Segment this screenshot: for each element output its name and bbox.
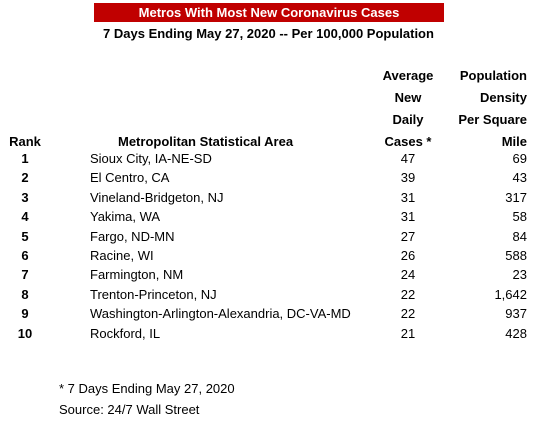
cell: 588 <box>505 248 527 263</box>
column-header: Mile <box>501 134 527 149</box>
cell: 10 <box>17 325 33 341</box>
column-header: Per Square <box>458 112 527 127</box>
cell: 5 <box>21 228 29 244</box>
cell: Racine, WI <box>90 248 154 263</box>
cell: 31 <box>400 189 416 205</box>
footnote: * 7 Days Ending May 27, 2020 <box>59 381 235 396</box>
cell: Yakima, WA <box>90 209 161 225</box>
cell: Washington-Arlington-Alexandria, DC-VA-M… <box>90 306 351 322</box>
column-header: Rank <box>9 134 41 149</box>
cell: 27 <box>400 228 416 244</box>
cell: Sioux City, IA-NE-SD <box>90 151 212 166</box>
cell: 43 <box>512 170 527 186</box>
cell: Fargo, ND-MN <box>90 228 175 244</box>
column-header: Metropolitan Statistical Area <box>118 134 294 149</box>
footnote: Source: 24/7 Wall Street <box>59 402 200 417</box>
cell: 24 <box>400 267 416 283</box>
cell: 937 <box>505 306 527 322</box>
cell: 21 <box>400 325 416 341</box>
column-header: Density <box>480 90 527 105</box>
subtitle: 7 Days Ending May 27, 2020 -- Per 100,00… <box>103 26 434 41</box>
cell: 9 <box>21 306 29 322</box>
cell: 1,642 <box>494 286 527 302</box>
title: Metros With Most New Coronavirus Cases <box>94 3 444 22</box>
cell: 39 <box>400 170 416 186</box>
column-header: Cases * <box>384 134 432 149</box>
cell: 69 <box>512 151 527 166</box>
cell: 1 <box>21 151 29 166</box>
cell: Vineland-Bridgeton, NJ <box>90 189 224 205</box>
column-header: Daily <box>392 112 424 127</box>
cell: 22 <box>400 306 416 322</box>
cell: 58 <box>512 209 527 225</box>
cell: Trenton-Princeton, NJ <box>90 286 217 302</box>
cell: Rockford, IL <box>90 325 161 341</box>
cell: 428 <box>505 325 527 341</box>
cell: 4 <box>21 209 29 225</box>
cell: El Centro, CA <box>90 170 170 186</box>
cell: 84 <box>512 228 527 244</box>
cell: 31 <box>400 209 416 225</box>
cell: 8 <box>21 286 29 302</box>
cell: 2 <box>21 170 29 186</box>
column-header: New <box>394 90 422 105</box>
cell: Farmington, NM <box>90 267 184 283</box>
cell: 26 <box>400 248 416 263</box>
cell: 7 <box>21 267 29 283</box>
cell: 47 <box>400 151 416 166</box>
column-header: Population <box>459 68 527 83</box>
column-header: Average <box>382 68 434 83</box>
cell: 3 <box>21 189 29 205</box>
cell: 6 <box>21 248 29 263</box>
cell: 23 <box>512 267 527 283</box>
cell: 22 <box>400 286 416 302</box>
cell: 317 <box>505 189 527 205</box>
